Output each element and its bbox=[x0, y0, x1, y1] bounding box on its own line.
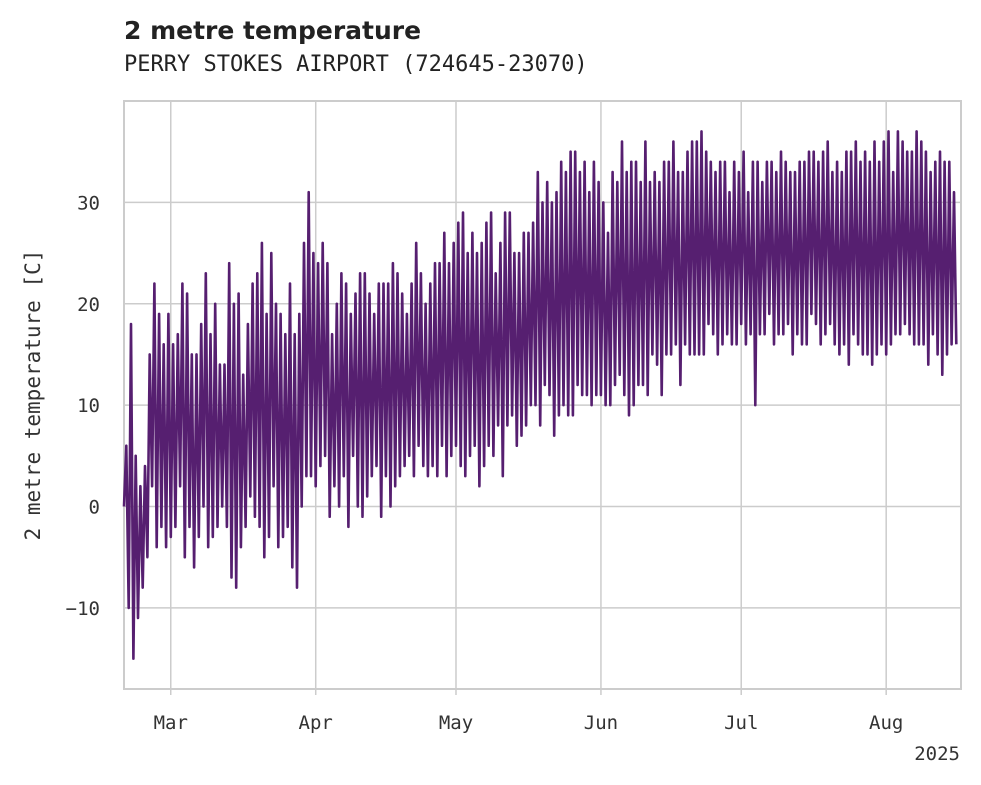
y-axis-label: 2 metre temperature [C] bbox=[21, 250, 45, 541]
y-tick-label: 0 bbox=[89, 497, 100, 519]
chart-subtitle: PERRY STOKES AIRPORT (724645-23070) bbox=[124, 52, 588, 77]
series-line-temperature bbox=[122, 130, 958, 660]
plot-frame bbox=[123, 100, 962, 690]
x-tick-label: Jul bbox=[724, 712, 758, 734]
y-tick-labels: −10 0 10 20 30 bbox=[66, 192, 100, 620]
y-tick-label: 30 bbox=[77, 192, 100, 214]
y-tick-label: 10 bbox=[77, 395, 100, 417]
x-tick-label: Aug bbox=[869, 712, 903, 734]
x-tick-label: May bbox=[439, 712, 473, 734]
x-tick-label: Mar bbox=[154, 712, 188, 734]
y-tick-label: −10 bbox=[66, 598, 100, 620]
x-tick-labels: Mar Apr May Jun Jul Aug bbox=[154, 712, 904, 734]
x-offset-label: 2025 bbox=[914, 743, 960, 765]
y-tick-label: 20 bbox=[77, 294, 100, 316]
x-tick-label: Jun bbox=[584, 712, 618, 734]
chart-title: 2 metre temperature bbox=[124, 16, 422, 45]
x-tick-label: Apr bbox=[299, 712, 333, 734]
